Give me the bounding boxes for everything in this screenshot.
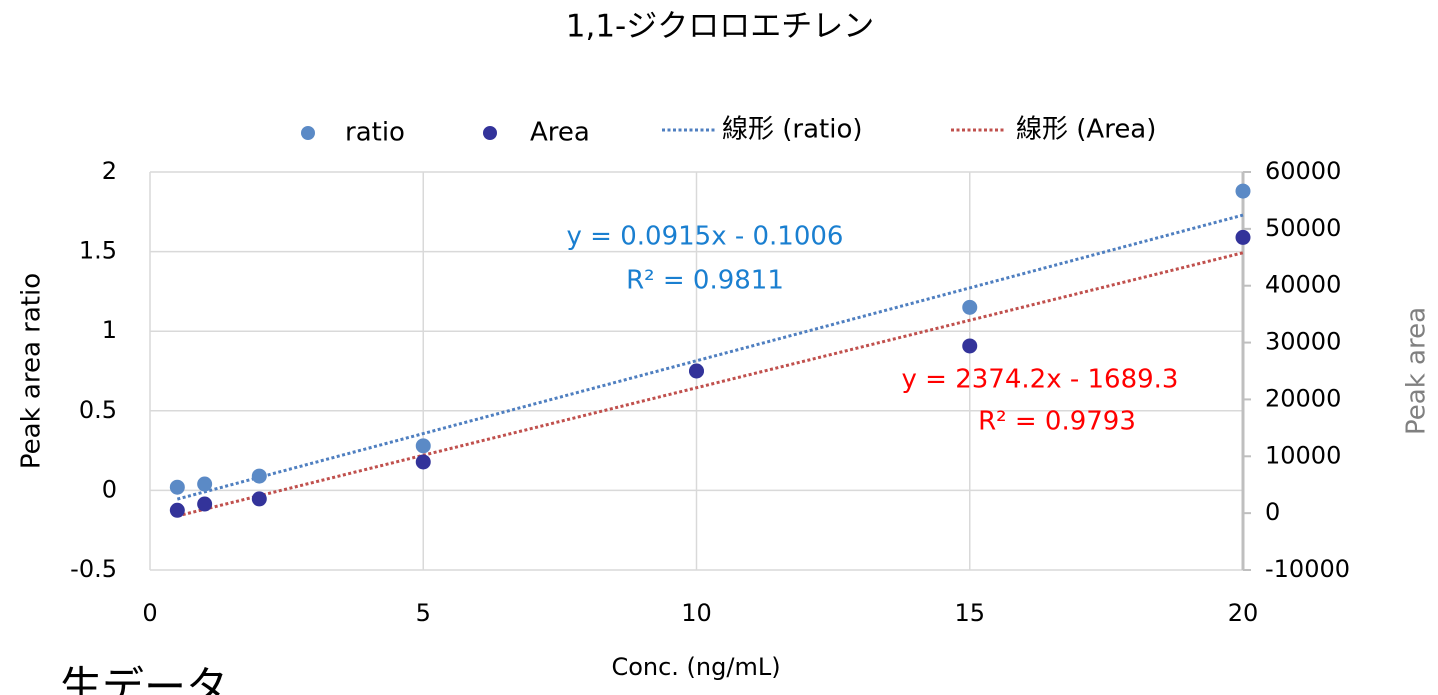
y-tick-label: 1	[102, 316, 117, 344]
x-axis-label: Conc. (ng/mL)	[611, 653, 780, 681]
x-tick-label: 20	[1228, 599, 1259, 627]
y2-tick-label: 20000	[1265, 384, 1341, 412]
data-point	[251, 491, 267, 507]
legend-label: ratio	[345, 118, 405, 148]
footer-text: 生データ	[60, 663, 228, 695]
data-point	[689, 363, 704, 379]
y-tick-label: 2	[102, 157, 117, 185]
data-point	[197, 496, 213, 512]
y2-tick-label: -10000	[1265, 555, 1350, 583]
legend-label: 線形 (Area)	[1016, 115, 1156, 145]
data-point	[169, 502, 185, 518]
trendline-r2: R² = 0.9793	[978, 407, 1136, 437]
data-point	[169, 479, 185, 495]
y-tick-label: 0	[102, 475, 117, 503]
y2-axis-label: Peak area	[1402, 307, 1432, 435]
trendline	[176, 251, 1244, 518]
data-point	[197, 476, 213, 492]
y2-tick-label: 0	[1265, 498, 1280, 526]
y-axis-label: Peak area ratio	[17, 273, 47, 469]
y-tick-label: 0.5	[79, 396, 117, 424]
data-point	[251, 468, 267, 484]
y2-tick-label: 10000	[1265, 441, 1341, 469]
y-tick-label: -0.5	[70, 555, 117, 583]
trendline	[176, 213, 1244, 501]
legend-marker	[301, 126, 315, 140]
y2-tick-label: 30000	[1265, 328, 1341, 356]
data-point	[1235, 183, 1251, 199]
legend-label: 線形 (ratio)	[722, 115, 863, 145]
data-point	[415, 438, 431, 454]
chart-title: 1,1-ジクロロエチレン	[566, 9, 875, 45]
data-point	[415, 454, 431, 470]
x-tick-label: 15	[954, 599, 985, 627]
data-point	[962, 338, 978, 354]
trendline-equation: y = 2374.2x - 1689.3	[902, 365, 1179, 395]
y2-tick-label: 50000	[1265, 214, 1341, 242]
trendline-equation: y = 0.0915x - 0.1006	[567, 222, 844, 252]
data-point	[962, 299, 978, 315]
x-tick-label: 5	[416, 599, 431, 627]
legend-label: Area	[530, 118, 590, 148]
y2-tick-label: 60000	[1265, 157, 1341, 185]
trendline-r2: R² = 0.9811	[626, 266, 784, 296]
legend-marker	[483, 126, 497, 140]
y2-tick-label: 40000	[1265, 271, 1341, 299]
x-tick-label: 10	[681, 599, 712, 627]
y-tick-label: 1.5	[79, 237, 117, 265]
x-tick-label: 0	[142, 599, 157, 627]
data-point	[1235, 229, 1251, 245]
